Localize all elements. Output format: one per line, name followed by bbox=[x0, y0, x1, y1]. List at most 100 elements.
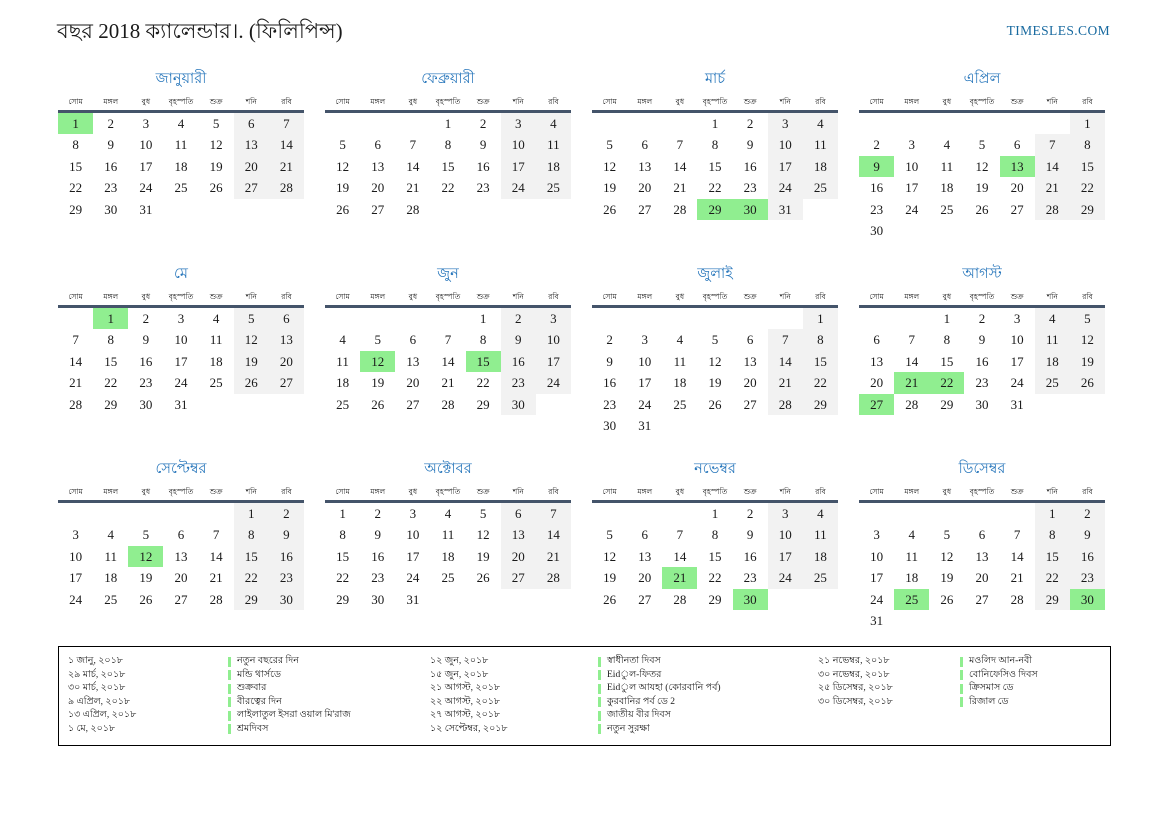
day-cell: 12 bbox=[336, 158, 350, 174]
legend-group: ১ জানু, ২০১৮ নতুন বছরের দিন ২৯ মার্চ, ২০১৮… bbox=[68, 655, 430, 736]
weekday-label: শনি bbox=[779, 487, 791, 496]
weekday-label: সোম bbox=[602, 292, 617, 301]
empty-cell bbox=[592, 503, 627, 525]
month-title: জুন bbox=[437, 266, 459, 282]
legend-row: ২৫ ডিসেম্বর, ২০১৮ ক্রিসমাস ডে bbox=[818, 682, 1101, 696]
day-cell: 16 bbox=[268, 545, 304, 567]
month-block: জানুয়ারী সোম মঙ্গল বুধ বৃহস্পতি শুক্র শনি রবি 1… bbox=[58, 70, 304, 242]
day-cell: 28 bbox=[268, 177, 304, 199]
day-cell: 11 bbox=[940, 158, 954, 174]
month-block: মার্চ সোম মঙ্গল বুধ বৃহস্পতি শুক্র শনি রবি 1 2 3 4 5… bbox=[592, 70, 838, 242]
day-cell: 1 bbox=[233, 502, 269, 524]
day-cell: 15 bbox=[940, 353, 954, 369]
month-title: সেপ্টেম্বর bbox=[155, 461, 207, 477]
day-cell: 24 bbox=[905, 201, 919, 217]
day-cell: 5 bbox=[943, 527, 951, 542]
month-header-rule bbox=[592, 500, 838, 503]
empty-cell bbox=[929, 113, 964, 135]
day-cell: 23 bbox=[104, 180, 118, 195]
month-block: অক্টোবর সোম মঙ্গল বুধ বৃহস্পতি শুক্র শনি রবি 1 2 3… bbox=[325, 460, 571, 632]
weekday-label: মঙ্গল bbox=[370, 97, 386, 106]
day-cell: 16 bbox=[371, 548, 385, 564]
empty-cell bbox=[964, 503, 999, 525]
weekday-label: রবি bbox=[1082, 487, 1093, 496]
legend-holiday-name: নতুন বছরের দিন bbox=[237, 656, 299, 667]
day-cell: 23 bbox=[743, 180, 757, 195]
day-cell: 31 bbox=[638, 418, 652, 433]
month-title: আগস্ট bbox=[962, 266, 1002, 282]
day-cell: 22 bbox=[336, 570, 350, 585]
day-cell: 27 bbox=[975, 591, 989, 607]
weekday-label: শনি bbox=[1046, 292, 1058, 301]
month-header-rule bbox=[592, 305, 838, 308]
weekday-label: শুক্র bbox=[743, 487, 757, 496]
holiday-marker-icon bbox=[598, 710, 601, 721]
day-cell: 1 bbox=[711, 115, 719, 131]
month-days: 1 2 3 4 5 6 7 8 9 10 11 12 13 14 15 16 17 18 19 20 21 22 23 24 2… bbox=[592, 307, 838, 437]
page-title: বছর 2018 ক্যালেন্ডার।. (ফিলিপিন্স) bbox=[57, 19, 343, 43]
empty-cell bbox=[325, 113, 360, 135]
day-cell: 4 bbox=[339, 332, 346, 347]
day-cell: 23 bbox=[603, 396, 617, 412]
day-cell: 5 bbox=[339, 137, 346, 152]
day-cell: 10 bbox=[139, 137, 153, 152]
day-cell: 28 bbox=[905, 396, 919, 412]
day-cell: 19 bbox=[209, 158, 223, 174]
weekday-label: শুক্র bbox=[209, 487, 223, 496]
day-cell: 22 bbox=[441, 180, 455, 195]
day-cell: 20 bbox=[743, 375, 757, 390]
day-cell: 26 bbox=[940, 591, 954, 607]
weekday-label: শুক্র bbox=[1010, 97, 1024, 106]
empty-cell bbox=[627, 503, 662, 525]
day-cell: 4 bbox=[107, 527, 114, 542]
day-cell: 17 bbox=[767, 545, 803, 567]
legend-holiday-name: Eidুল-ফিতর bbox=[607, 669, 662, 680]
day-cell: 18 bbox=[940, 180, 954, 195]
day-cell: 29 bbox=[104, 396, 118, 412]
day-cell: 21 bbox=[673, 180, 687, 195]
legend-date: ২২ আগস্ট, ২০১৮ bbox=[430, 696, 501, 707]
day-cell: 14 bbox=[69, 353, 83, 369]
day-cell: 3 bbox=[873, 527, 880, 542]
day-cell: 7 bbox=[409, 137, 417, 152]
weekday-label: শনি bbox=[512, 97, 524, 106]
day-cell: 28 bbox=[673, 591, 687, 607]
day-cell: 29 bbox=[802, 393, 838, 415]
page-header: বছর 2018 ক্যালেন্ডার।. (ফিলিপিন্স) TIMES… bbox=[0, 0, 1169, 44]
holiday-marker-icon bbox=[960, 697, 963, 708]
day-cell: 15 bbox=[233, 545, 269, 567]
month-title: এপ্রিল bbox=[963, 71, 1001, 87]
day-cell: 30 bbox=[268, 588, 304, 610]
day-cell: 25 bbox=[174, 180, 188, 195]
day-cell: 15 bbox=[708, 158, 722, 174]
month-block: মে সোম মঙ্গল বুধ বৃহস্পতি শুক্র শনি রবি 1 2 3 4 5 6 7 8… bbox=[58, 265, 304, 437]
weekday-label: রবি bbox=[281, 292, 292, 301]
day-cell: 8 bbox=[72, 137, 79, 152]
day-cell: 25 bbox=[104, 591, 118, 607]
day-cell: 29 bbox=[708, 591, 722, 607]
empty-cell bbox=[662, 308, 697, 330]
empty-cell bbox=[894, 113, 929, 135]
day-cell: 13 bbox=[975, 548, 989, 564]
day-cell: 3 bbox=[177, 310, 185, 326]
weekday-label: মঙ্গল bbox=[637, 292, 653, 301]
legend-row: ১৫ জুন, ২০১৮ Eidুল-ফিতর bbox=[430, 669, 818, 683]
legend-date: ৯ এপ্রিল, ২০১৮ bbox=[68, 696, 131, 707]
month-days: 1 2 3 4 5 6 7 8 9 10 11 12 13 14 15 16 17 18 19 20 21 22 23 24 2… bbox=[592, 502, 838, 610]
day-cell: 9 bbox=[268, 524, 304, 546]
weekday-label: বুধ bbox=[141, 487, 151, 496]
day-cell: 14 bbox=[209, 548, 223, 564]
day-cell: 13 bbox=[638, 158, 652, 174]
weekday-label: বৃহস্পতি bbox=[969, 487, 995, 496]
day-cell: 24 bbox=[870, 591, 884, 607]
day-cell: 21 bbox=[268, 155, 304, 177]
day-cell: 18 bbox=[673, 375, 687, 390]
month-title: মে bbox=[174, 266, 188, 282]
weekday-label: বুধ bbox=[408, 292, 418, 301]
day-cell: 8 bbox=[1069, 134, 1105, 156]
day-cell: 20 bbox=[268, 350, 304, 372]
brand-link[interactable]: TIMESLES.COM bbox=[1006, 23, 1110, 38]
day-cell: 12 bbox=[603, 158, 617, 174]
day-cell: 13 bbox=[500, 524, 536, 546]
weekday-label: শনি bbox=[245, 292, 257, 301]
